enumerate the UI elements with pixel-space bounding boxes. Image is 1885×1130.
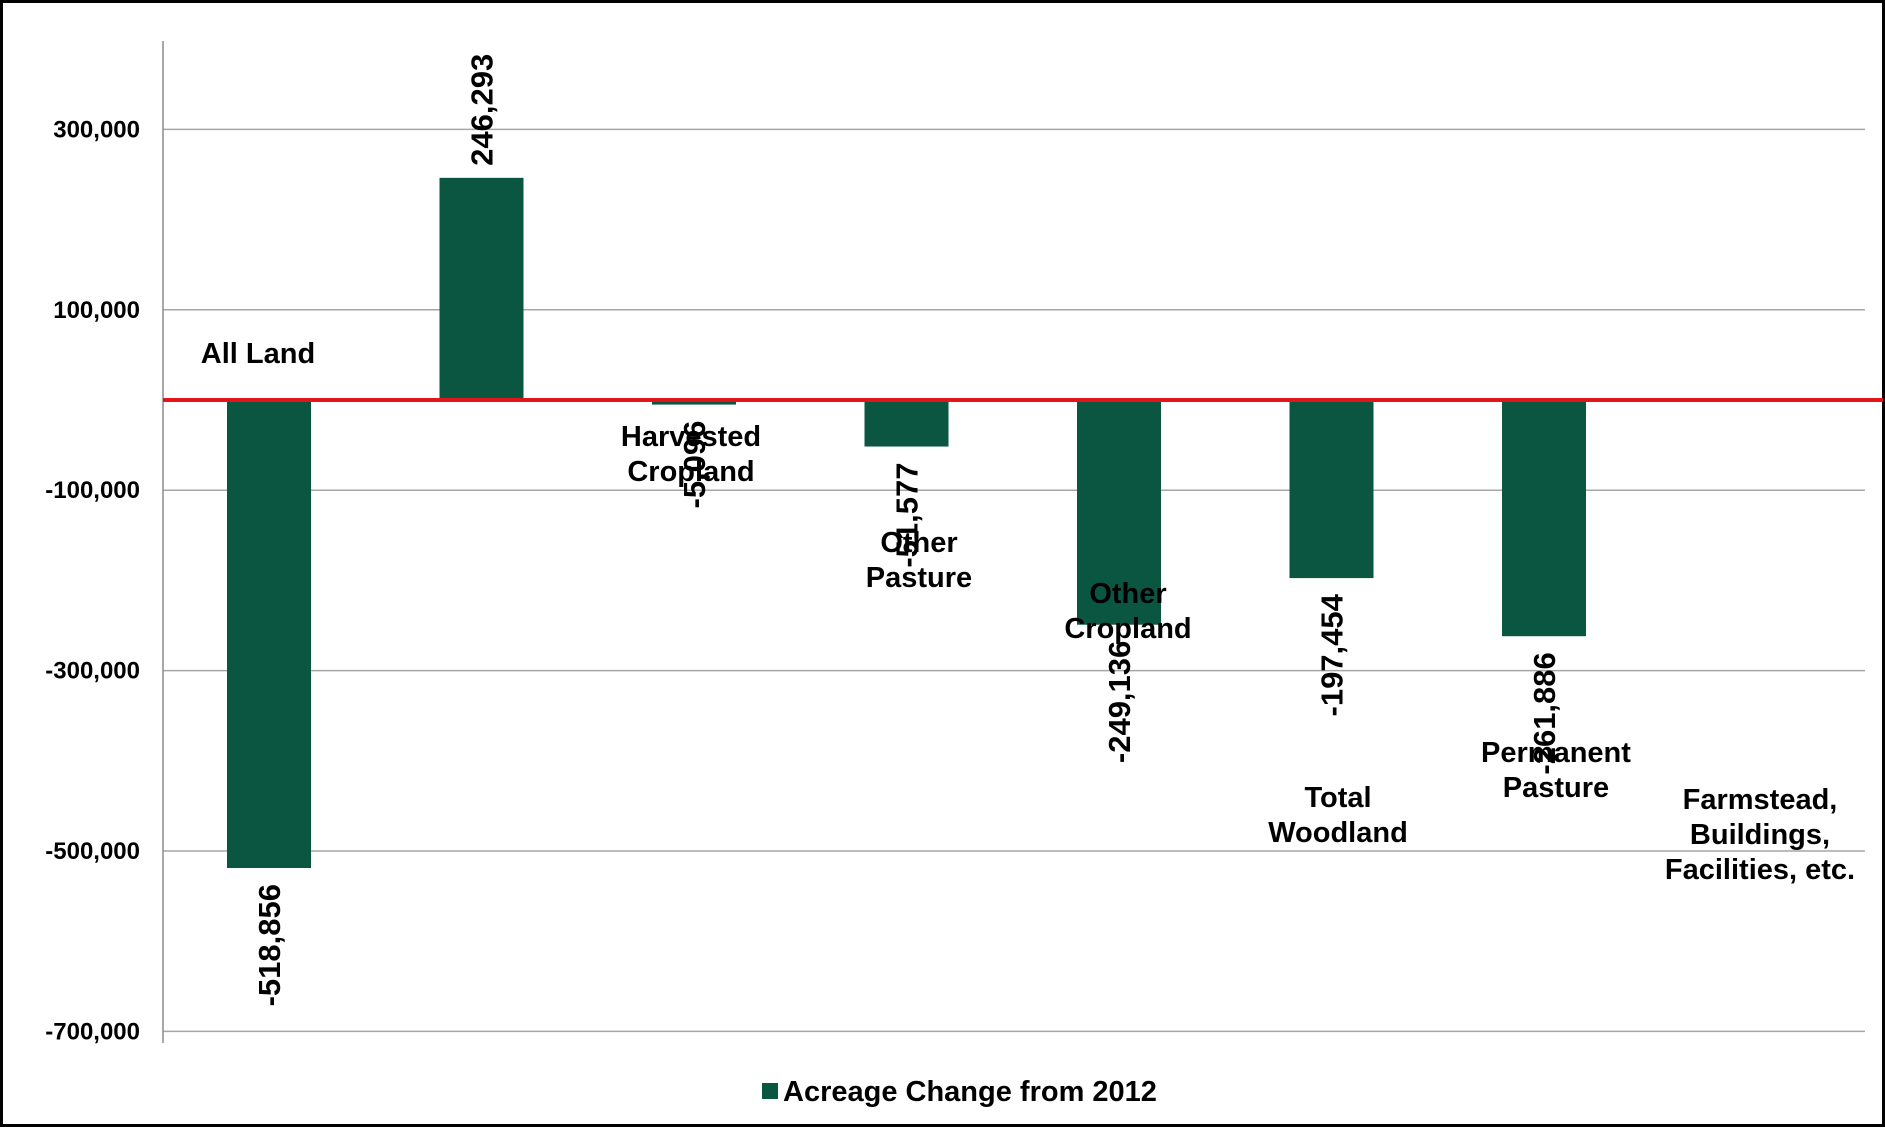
bars xyxy=(227,177,1586,869)
bar xyxy=(1077,400,1161,625)
category-label-line: Pasture xyxy=(866,562,972,594)
value-label: -5,096 xyxy=(677,421,712,509)
bar-chart: 300,000 100,000 -100,000 -300,000 -500,000 -7… xyxy=(45,41,1883,1108)
bar xyxy=(227,400,311,869)
legend: Acreage Change from 2012 xyxy=(762,1076,1157,1108)
y-tick-label: -700,000 xyxy=(45,1018,140,1045)
value-label: -261,886 xyxy=(1527,652,1562,774)
category-label-line: Other xyxy=(880,527,957,559)
y-tick-label: -300,000 xyxy=(45,658,140,685)
category-label-line: Farmstead, xyxy=(1683,784,1838,816)
bar xyxy=(864,400,949,447)
y-tick-label: -100,000 xyxy=(45,477,140,504)
gridlines xyxy=(163,128,1865,1033)
y-axis: 300,000 100,000 -100,000 -300,000 -500,000 -7… xyxy=(45,41,164,1045)
category-label-line: Cropland xyxy=(1064,613,1191,645)
category-label: Permanent Pasture xyxy=(1481,737,1631,804)
category-label-line: Other xyxy=(1089,578,1166,610)
value-label: -197,454 xyxy=(1315,593,1350,716)
category-label-line: All Land xyxy=(201,338,315,370)
category-label: Total Woodland xyxy=(1268,782,1408,849)
category-label-line: Buildings, xyxy=(1690,819,1830,851)
category-label: All Land xyxy=(201,338,315,370)
category-label-line: Pasture xyxy=(1503,772,1609,804)
category-label-line: Facilities, etc. xyxy=(1665,854,1855,886)
category-label-line: Permanent xyxy=(1481,737,1631,769)
bar xyxy=(439,177,524,400)
y-tick-label: 100,000 xyxy=(53,297,140,324)
value-labels: -518,856 246,293 -5,096 -51,577 -249,136 -197… xyxy=(252,54,1562,1007)
bar xyxy=(1289,400,1374,579)
category-label-line: Total xyxy=(1304,782,1371,814)
value-label: -51,577 xyxy=(890,463,925,568)
y-tick-label: -500,000 xyxy=(45,838,140,865)
value-label: 246,293 xyxy=(465,54,500,166)
category-label-line: Harvested xyxy=(621,421,761,453)
legend-label: Acreage Change from 2012 xyxy=(783,1076,1157,1108)
category-label-line: Woodland xyxy=(1268,817,1408,849)
category-label-line: Cropland xyxy=(627,456,754,488)
y-tick-label: 300,000 xyxy=(53,116,140,143)
category-label: Other Pasture xyxy=(866,527,972,594)
legend-swatch xyxy=(762,1083,778,1099)
value-label: -518,856 xyxy=(252,884,287,1006)
value-label: -249,136 xyxy=(1102,641,1137,763)
bar xyxy=(1502,400,1586,637)
category-label: Harvested Cropland xyxy=(621,421,761,488)
category-label: Other Cropland xyxy=(1064,578,1191,645)
category-label: Farmstead, Buildings, Facilities, etc. xyxy=(1665,784,1855,886)
bar xyxy=(652,400,736,405)
